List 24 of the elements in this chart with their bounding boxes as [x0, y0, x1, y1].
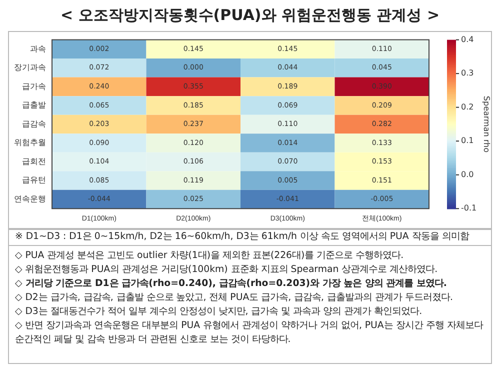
color-bar-label: 0.0 — [461, 170, 474, 179]
color-bar-label: 0.2 — [461, 102, 474, 112]
y-tick-label: 장기과속 — [14, 63, 46, 72]
text: ◇ 반면 장기과속과 연속운행은 대부분의 PUA 유형에서 관계성이 약하거나 거의 없어, PUA는 장시간 주행 자체보다 순간적인 페달 및 감속 반응과 더 관련된 신호로 보는 것이 타당하다. — [14, 319, 484, 347]
color-bar-label: 0.1 — [461, 136, 474, 146]
y-tick-label: 급가속 — [22, 82, 46, 91]
y-tick-label: 연속운행 — [14, 194, 46, 204]
text: ◇ D2는 급가속, 급감속, 급출발 순으로 높았고, 전체 PUA도 급가속, 급감속, 급출발과의 관계가 두드러졌다. — [14, 291, 454, 305]
color-bar-label: -0.1 — [461, 204, 477, 213]
y-tick-label: 급유턴 — [22, 176, 46, 185]
text: ◇ 거리당 기준으로 D1은 급가속(rho=0.240), 급감속(rho=0.203)와 가장 높은 양의 관계를 보였다. — [14, 277, 448, 291]
text: ◇ 위험운전행동과 PUA의 관계성은 거리당(100km) 표준화 지표의 Spearman 상관계수로 계산하였다. — [14, 263, 439, 277]
y-tick-label: 위험추월 — [14, 138, 46, 148]
y-tick-label: 급출발 — [22, 100, 46, 110]
color-bar-label: 0.4 — [461, 34, 474, 44]
color-bar-title: Spearman rho — [482, 96, 491, 153]
color-bar-label: 0.3 — [461, 68, 474, 78]
y-tick-label: 과속 — [30, 44, 46, 54]
text: ◇ PUA 관계성 분석은 고빈도 outlier 차량(1대)을 제외한 표본(226대)를 기준으로 수행하였다. — [14, 249, 405, 263]
y-tick-label: 급회전 — [22, 156, 46, 166]
text: ◇ D3는 절대동건수가 적어 일부 계수의 안정성이 낮지만, 급가속 및 과속과 양의 관계가 확인되었다. — [14, 305, 424, 319]
y-tick-label: 급감속 — [22, 119, 46, 128]
chart-title: < 오조작방지작동횟수(PUA)와 위험운전행동 관계성 > — [59, 6, 441, 25]
text: ※ D1~D3 : D1은 0~15km/h, D2는 16~60km/h, D3는 61km/h 이상 속도 영역에서의 PUA 작동을 의미함 — [9, 230, 491, 246]
